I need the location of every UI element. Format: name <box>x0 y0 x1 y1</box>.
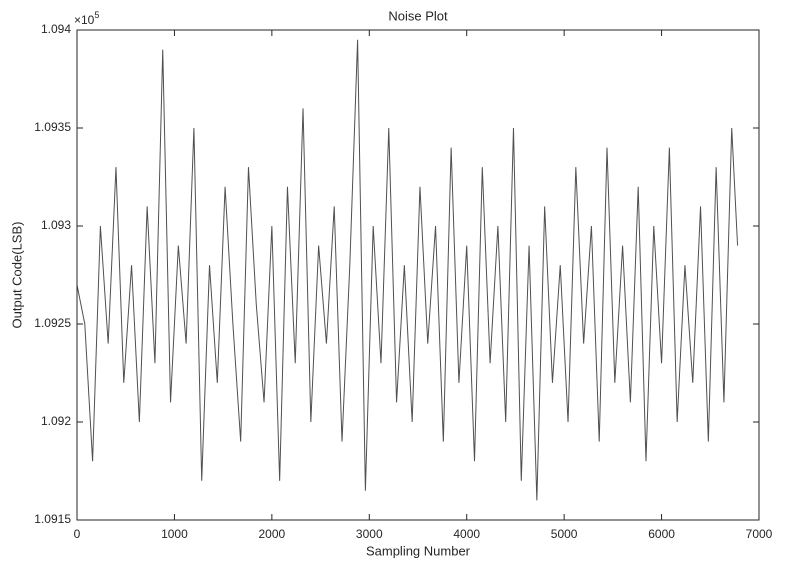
y-tick-label: 1.0915 <box>34 512 71 526</box>
x-axis-label: Sampling Number <box>366 543 471 558</box>
y-tick-label: 1.0925 <box>34 316 71 330</box>
multiplier-exponent: 5 <box>94 10 99 20</box>
y-tick-label: 1.093 <box>41 218 71 232</box>
chart-title: Noise Plot <box>388 8 448 23</box>
noise-line <box>76 39 739 501</box>
x-tick-label: 6000 <box>648 527 675 541</box>
y-axis-label: Output Code(LSB) <box>9 222 24 329</box>
y-tick-label: 1.092 <box>41 414 71 428</box>
x-tick-label: 5000 <box>551 527 578 541</box>
y-tick-label: 1.094 <box>41 22 71 36</box>
x-tick-label: 3000 <box>356 527 383 541</box>
y-multiplier: ×105 <box>74 10 99 27</box>
x-tick-label: 7000 <box>746 527 773 541</box>
x-tick-label: 1000 <box>161 527 188 541</box>
multiplier-base: ×10 <box>74 13 95 27</box>
axes-box <box>76 29 760 521</box>
y-tick-label: 1.0935 <box>34 120 71 134</box>
x-tick-label: 2000 <box>259 527 286 541</box>
x-tick-label: 4000 <box>453 527 480 541</box>
x-tick-label: 0 <box>74 527 81 541</box>
